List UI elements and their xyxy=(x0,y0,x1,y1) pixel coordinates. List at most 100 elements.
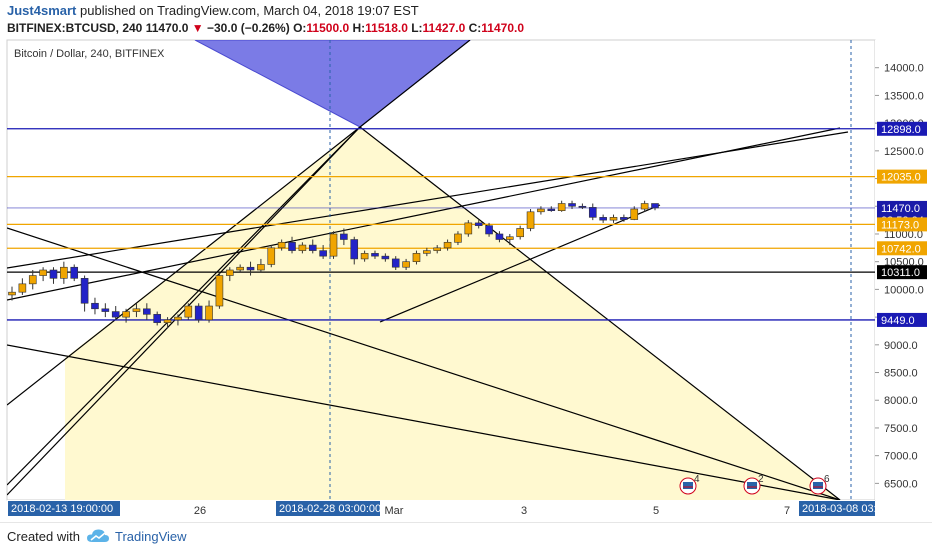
price-level-text: 12898.0 xyxy=(881,124,921,136)
candle[interactable] xyxy=(485,222,493,237)
candle[interactable] xyxy=(70,264,79,282)
candle[interactable] xyxy=(319,245,327,259)
candle[interactable] xyxy=(588,203,597,221)
candle[interactable] xyxy=(132,303,141,318)
candle-body xyxy=(454,233,462,243)
candle[interactable] xyxy=(423,247,431,257)
candle[interactable] xyxy=(277,239,286,251)
candle[interactable] xyxy=(174,314,182,326)
candle[interactable] xyxy=(640,200,649,212)
author-link[interactable]: Just4smart xyxy=(7,3,77,18)
candle[interactable] xyxy=(371,250,379,259)
candle[interactable] xyxy=(215,272,224,309)
candle[interactable] xyxy=(267,245,276,268)
trend-line xyxy=(7,126,361,406)
candle[interactable] xyxy=(205,300,213,323)
candle[interactable] xyxy=(350,236,359,265)
candle-body xyxy=(246,266,255,271)
candle[interactable] xyxy=(91,297,99,315)
candle[interactable] xyxy=(194,303,203,323)
candle[interactable] xyxy=(340,228,348,246)
candle-body xyxy=(464,222,473,235)
event-count: 4 xyxy=(694,474,700,485)
candle[interactable] xyxy=(609,214,618,223)
candle[interactable] xyxy=(412,250,421,265)
candle[interactable] xyxy=(537,206,545,215)
economic-event-marker[interactable]: 6 xyxy=(809,474,830,495)
candle[interactable] xyxy=(620,214,628,222)
economic-event-marker[interactable]: 4 xyxy=(679,474,700,495)
price-level-text: 11173.0 xyxy=(881,219,919,231)
candle[interactable] xyxy=(651,203,659,211)
candle[interactable] xyxy=(163,317,172,329)
candle[interactable] xyxy=(578,203,587,210)
y-tick-label: 13500.0 xyxy=(884,90,924,102)
candle-body xyxy=(225,269,234,276)
candle[interactable] xyxy=(329,231,338,259)
candle[interactable] xyxy=(225,267,234,282)
price-level-label: 9449.0 xyxy=(877,312,927,327)
candle[interactable] xyxy=(526,209,535,232)
candle[interactable] xyxy=(111,306,120,320)
candle[interactable] xyxy=(599,214,607,223)
x-axis[interactable] xyxy=(7,500,875,522)
candle[interactable] xyxy=(8,286,16,301)
candle-body xyxy=(495,233,504,240)
candle[interactable] xyxy=(257,258,265,273)
candle[interactable] xyxy=(184,303,193,320)
candle[interactable] xyxy=(464,220,473,237)
economic-event-marker[interactable]: 2 xyxy=(743,474,764,495)
candle-body xyxy=(111,311,120,318)
y-tick-label: 14000.0 xyxy=(884,63,924,75)
candle[interactable] xyxy=(381,253,390,262)
candle[interactable] xyxy=(288,236,296,254)
candle-body xyxy=(153,314,161,323)
candle[interactable] xyxy=(506,233,514,246)
candle[interactable] xyxy=(153,311,161,326)
candle[interactable] xyxy=(308,239,317,254)
candle[interactable] xyxy=(298,242,307,254)
candle-body xyxy=(620,217,628,220)
y-tick-label: 8500.0 xyxy=(884,368,918,380)
candle[interactable] xyxy=(630,206,639,221)
candle[interactable] xyxy=(28,270,37,290)
close-label: C: xyxy=(468,21,482,35)
candle[interactable] xyxy=(39,267,47,282)
candle-body xyxy=(132,308,141,312)
candle[interactable] xyxy=(246,261,255,276)
candle[interactable] xyxy=(568,200,576,210)
candle[interactable] xyxy=(474,220,483,229)
publish-header: Just4smart published on TradingView.com,… xyxy=(7,3,419,18)
close-value: 11470.0 xyxy=(481,21,524,35)
candle[interactable] xyxy=(443,239,452,251)
candle[interactable] xyxy=(495,231,504,243)
candle[interactable] xyxy=(101,303,110,318)
date-marker-label: 2018-03-08 03: xyxy=(799,501,877,516)
candle[interactable] xyxy=(122,308,130,323)
candle[interactable] xyxy=(454,231,462,246)
candle[interactable] xyxy=(516,225,524,240)
candle[interactable] xyxy=(60,261,68,284)
candle[interactable] xyxy=(360,250,369,262)
price-level-label: 12898.0 xyxy=(877,121,927,136)
candle-body xyxy=(70,266,79,279)
candle[interactable] xyxy=(391,256,400,270)
candle[interactable] xyxy=(433,245,442,254)
candle[interactable] xyxy=(80,275,89,312)
tradingview-link[interactable]: TradingView xyxy=(115,529,187,544)
candle-body xyxy=(640,203,649,210)
y-tick-label: 9000.0 xyxy=(884,340,918,352)
candle-body xyxy=(319,250,327,257)
price-level-label: 10742.0 xyxy=(877,241,927,256)
candle[interactable] xyxy=(557,200,566,212)
candle[interactable] xyxy=(18,278,27,295)
price-level-label: 11470.0 xyxy=(877,200,927,215)
candle[interactable] xyxy=(547,206,556,212)
candle[interactable] xyxy=(143,303,151,320)
high-value: 11518.0 xyxy=(365,21,408,35)
candle[interactable] xyxy=(49,267,58,284)
candle[interactable] xyxy=(236,264,244,273)
low-value: 11427.0 xyxy=(422,21,466,35)
candle[interactable] xyxy=(402,258,410,270)
